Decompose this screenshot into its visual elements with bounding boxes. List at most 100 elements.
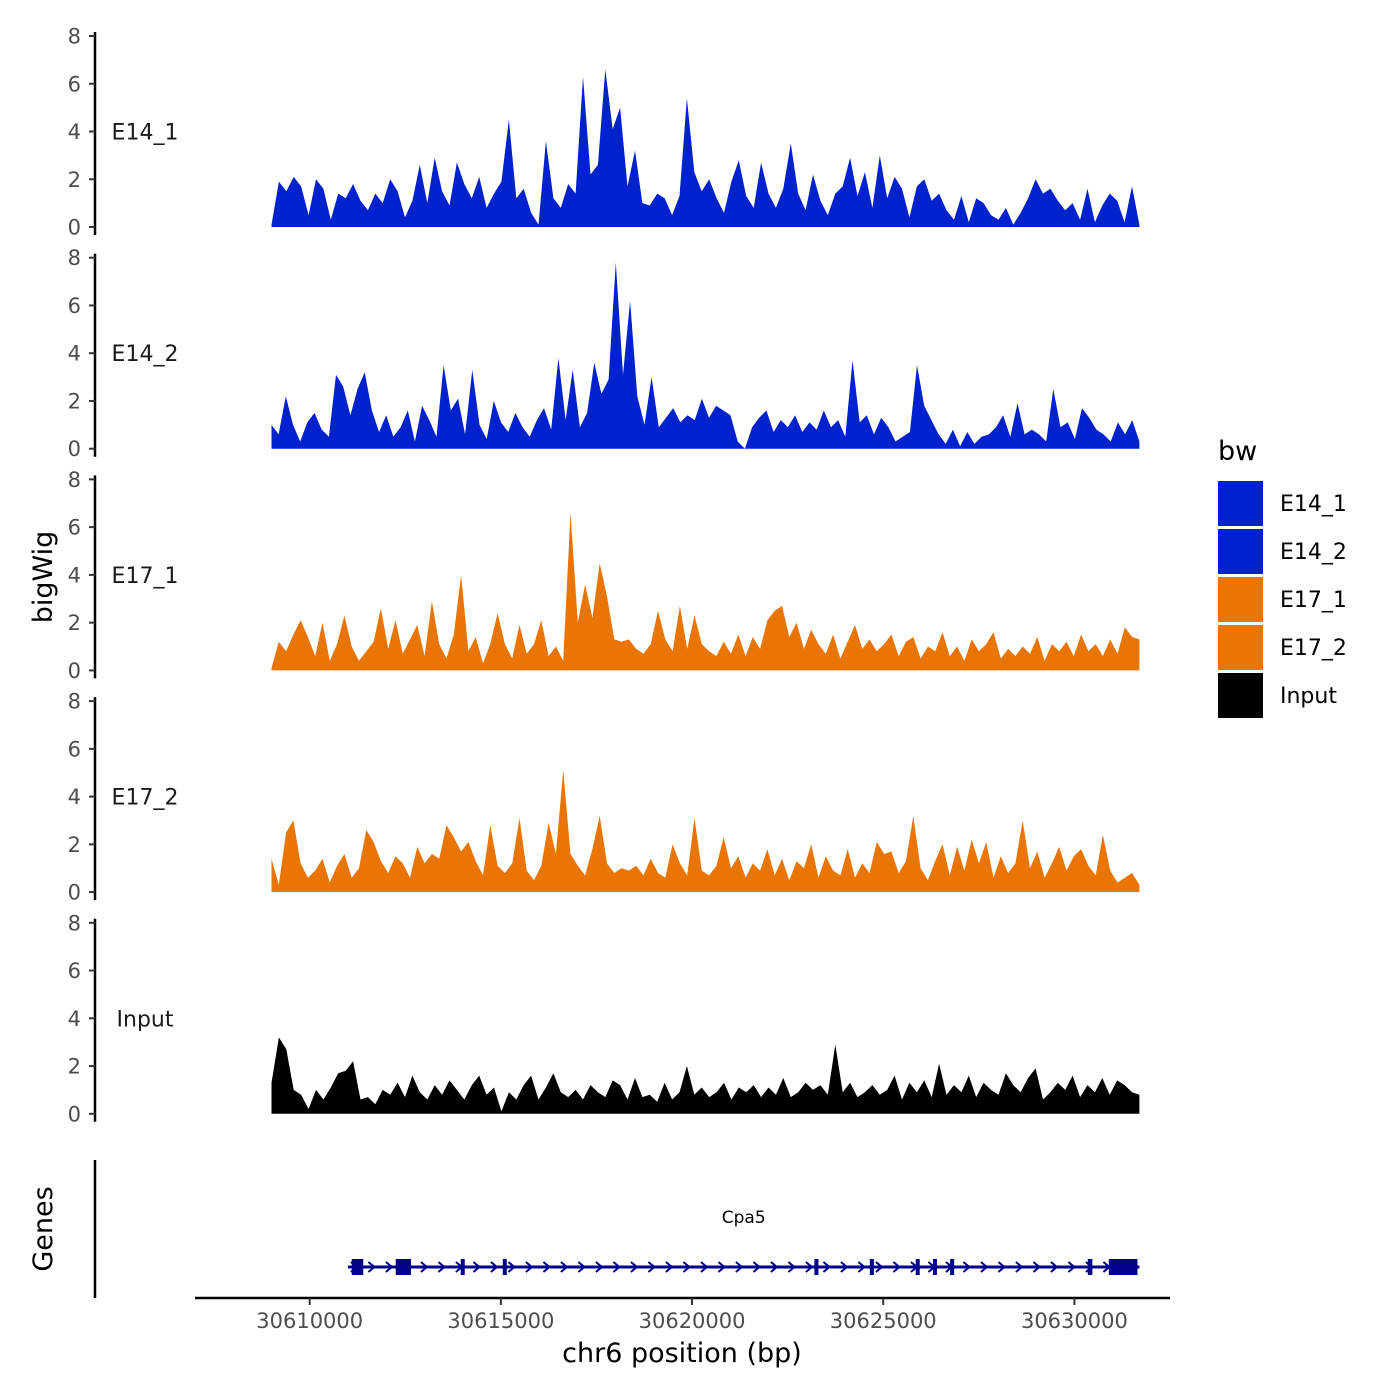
y-tick-label: 4 [68,1007,81,1031]
y-tick-label: 6 [68,737,81,761]
exon-block [869,1259,874,1275]
exon-block [1087,1259,1093,1275]
strand-arrow-icon [595,1261,604,1273]
strand-arrow-icon [560,1261,569,1273]
y-tick-label: 2 [68,833,81,857]
x-tick-label: 30615000 [447,1309,554,1333]
exon-block [932,1259,937,1275]
gene-name-label: Cpa5 [722,1208,766,1228]
y-tick-label: 0 [68,216,81,240]
strand-arrow-icon [962,1261,971,1273]
track-E17_2: 0 2 4 6 8 E17_2 [68,690,1140,905]
strand-arrow-icon [735,1261,744,1273]
y-tick-label: 4 [68,120,81,144]
strand-arrow-icon [752,1261,761,1273]
strand-arrow-icon [420,1261,429,1273]
strand-arrow-icon [507,1261,516,1273]
x-tick-label: 30610000 [256,1309,363,1333]
legend-swatch-E17_1 [1218,577,1263,622]
signal-area-E17_1 [271,512,1140,671]
strand-arrow-icon [892,1261,901,1273]
y-tick-label: 6 [68,72,81,96]
strand-arrow-icon [612,1261,621,1273]
strand-arrow-icon [997,1261,1006,1273]
strand-arrow-icon [770,1261,779,1273]
y-tick-label: 8 [68,690,81,714]
strand-arrow-icon [490,1261,499,1273]
y-tick-label: 2 [68,389,81,413]
y-tick-label: 8 [68,25,81,49]
y-tick-label: 4 [68,342,81,366]
exon-block [351,1259,364,1275]
signal-area-E14_2 [271,262,1140,449]
signal-area-Input [271,1037,1140,1114]
y-tick-label: 2 [68,611,81,635]
strand-arrow-icon [1015,1261,1024,1273]
signal-area-E17_2 [271,770,1140,893]
legend-label-E17_2: E17_2 [1280,636,1347,661]
strand-arrow-icon [822,1261,831,1273]
strand-arrow-icon [472,1261,481,1273]
track-E14_1: 0 2 4 6 8 E14_1 [68,25,1140,240]
y-tick-label: 0 [68,437,81,461]
signal-area-E14_1 [271,69,1140,228]
y-tick-label: 8 [68,468,81,492]
y-tick-label: 8 [68,911,81,935]
y-tick-label: 2 [68,168,81,192]
y-tick-label: 2 [68,1055,81,1079]
exon-block [460,1259,465,1275]
strand-arrow-icon [437,1261,446,1273]
track-E14_2: 0 2 4 6 8 E14_2 [68,246,1140,461]
strand-arrow-icon [980,1261,989,1273]
strand-arrow-icon [647,1261,656,1273]
track-Input: 0 2 4 6 8 Input [68,911,1140,1126]
strand-arrow-icon [665,1261,674,1273]
strand-arrow-icon [1032,1261,1041,1273]
legend-label-E17_1: E17_1 [1280,588,1347,613]
track-E17_1: 0 2 4 6 8 E17_1 [68,468,1140,683]
x-axis-title: chr6 position (bp) [562,1338,802,1369]
strand-arrow-icon [840,1261,849,1273]
genes-axis-title: Genes [28,1186,59,1271]
strand-arrow-icon [630,1261,639,1273]
strand-arrow-icon [717,1261,726,1273]
y-tick-label: 0 [68,1102,81,1126]
legend-swatch-E17_2 [1218,625,1263,670]
strand-arrow-icon [525,1261,534,1273]
track-label: E17_1 [112,564,179,589]
y-tick-label: 8 [68,246,81,270]
strand-arrow-icon [367,1261,376,1273]
strand-arrow-icon [577,1261,586,1273]
legend-label-E14_2: E14_2 [1280,540,1347,565]
genes-track: Cpa5 [93,1160,1140,1298]
legend: bw E14_1 E14_2 E17_1 E17_2 Input [1218,436,1347,718]
strand-arrow-icon [682,1261,691,1273]
x-tick-label: 30620000 [639,1309,746,1333]
y-tick-label: 6 [68,959,81,983]
strand-arrow-icon [700,1261,709,1273]
strand-arrow-icon [385,1261,394,1273]
y-tick-label: 4 [68,563,81,587]
track-label: Input [117,1007,174,1032]
exon-block [1108,1259,1138,1275]
legend-swatch-Input [1218,673,1263,718]
y-axis-title: bigWig [28,531,59,624]
track-label: E17_2 [112,786,179,811]
exon-block [915,1259,920,1275]
y-tick-label: 4 [68,785,81,809]
tracks-layer: 0 2 4 6 8 E14_1 0 2 4 6 8 E14_2 0 2 4 6 8 E17_1 0 2 4 6 8 E17_2… [68,25,1140,1126]
strand-arrow-icon [542,1261,551,1273]
legend-title: bw [1218,436,1257,467]
exon-block [395,1259,412,1275]
y-tick-label: 6 [68,294,81,318]
strand-arrow-icon [787,1261,796,1273]
legend-label-E14_1: E14_1 [1280,492,1347,517]
exon-block [502,1259,507,1275]
legend-swatch-E14_1 [1218,481,1263,526]
y-tick-label: 0 [68,881,81,905]
exon-block [814,1259,819,1275]
strand-arrow-icon [805,1261,814,1273]
legend-swatch-E14_2 [1218,529,1263,574]
legend-label-Input: Input [1280,684,1337,709]
